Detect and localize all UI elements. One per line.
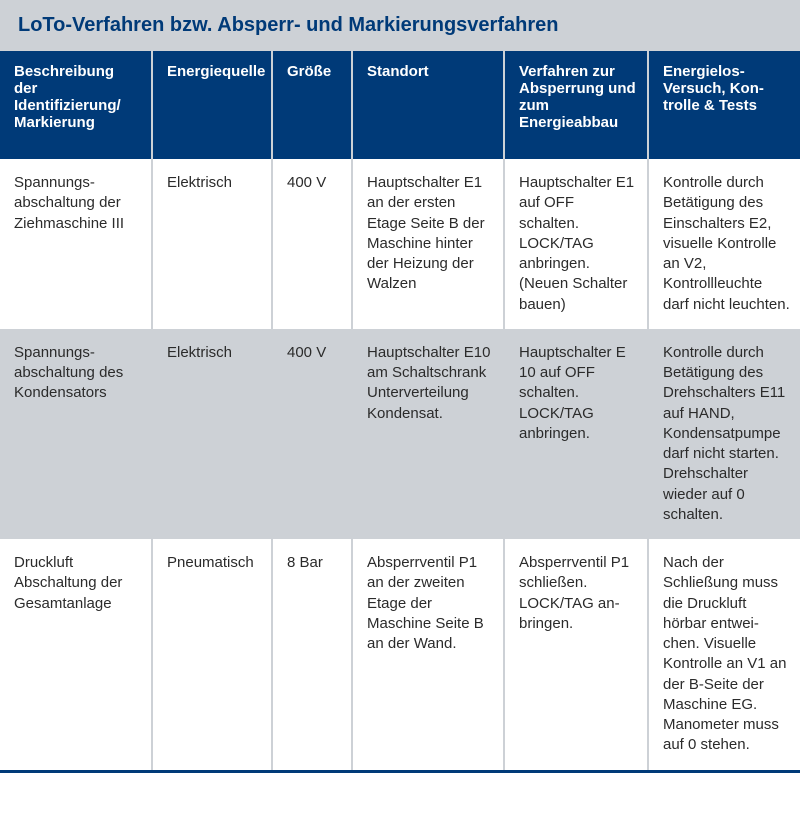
table-row: Druckluft Abschaltung der Gesamtanlage P… — [0, 539, 800, 770]
cell-beschreibung: Druckluft Abschaltung der Gesamtanlage — [0, 539, 152, 770]
table-row: Spannungs­abschaltung des Kondensators E… — [0, 329, 800, 539]
col-header-verfahren: Verfahren zur Absperrung und zum Energie… — [504, 51, 648, 159]
table-header-row: Beschreibung der Identifizierung/ Markie… — [0, 51, 800, 159]
col-header-groesse: Größe — [272, 51, 352, 159]
cell-energiequelle: Elektrisch — [152, 159, 272, 329]
cell-verfahren: Absperrventil P1 schließen. LOCK/TAG an­… — [504, 539, 648, 770]
document-container: LoTo-Verfahren bzw. Absperr- und Markier… — [0, 0, 800, 773]
col-header-beschreibung: Beschreibung der Identifizierung/ Markie… — [0, 51, 152, 159]
cell-test: Kontrolle durch Betätigung des Einschalt… — [648, 159, 800, 329]
cell-standort: Absperrventil P1 an der zweiten Etage de… — [352, 539, 504, 770]
col-header-test: Energielos-Versuch, Kon­trolle & Tests — [648, 51, 800, 159]
cell-standort: Hauptschalter E1 an der ersten Etage Sei… — [352, 159, 504, 329]
table-row: Spannungs­abschaltung der Ziehmaschine I… — [0, 159, 800, 329]
cell-test: Kontrolle durch Betätigung des Drehschal… — [648, 329, 800, 539]
loto-table: Beschreibung der Identifizierung/ Markie… — [0, 51, 800, 770]
cell-beschreibung: Spannungs­abschaltung des Kondensators — [0, 329, 152, 539]
document-title: LoTo-Verfahren bzw. Absperr- und Markier… — [0, 0, 800, 51]
col-header-energiequelle: Energiequelle — [152, 51, 272, 159]
cell-verfahren: Hauptschal­ter E 10 auf OFF schalten. LO… — [504, 329, 648, 539]
cell-groesse: 400 V — [272, 159, 352, 329]
cell-energiequelle: Pneumatisch — [152, 539, 272, 770]
cell-energiequelle: Elektrisch — [152, 329, 272, 539]
cell-groesse: 8 Bar — [272, 539, 352, 770]
cell-test: Nach der Schließung muss die Druckluft h… — [648, 539, 800, 770]
cell-beschreibung: Spannungs­abschaltung der Ziehmaschine I… — [0, 159, 152, 329]
col-header-standort: Standort — [352, 51, 504, 159]
cell-groesse: 400 V — [272, 329, 352, 539]
cell-verfahren: Hauptschal­ter E1 auf OFF schalten. LOCK… — [504, 159, 648, 329]
cell-standort: Hauptschalter E10 am Schaltschrank Unter… — [352, 329, 504, 539]
